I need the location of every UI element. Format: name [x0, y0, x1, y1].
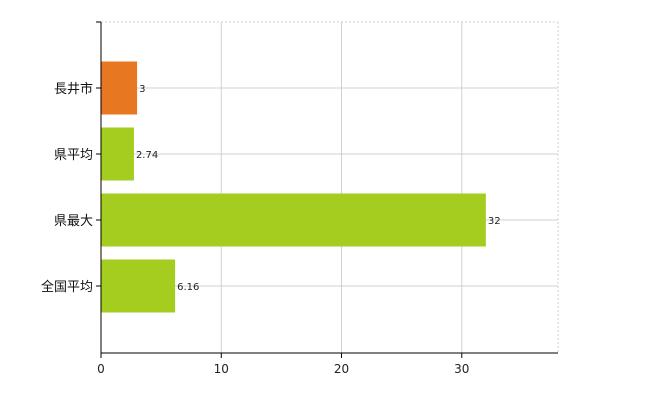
bar-0 [101, 61, 138, 115]
category-label-0: 長井市 [54, 81, 93, 97]
data-label-2: 32 [488, 216, 501, 227]
category-label-1: 県平均 [54, 148, 93, 163]
bar-1 [101, 127, 134, 181]
x-axis-ticks: 0 10 20 30 [97, 353, 469, 376]
category-label-3: 全国平均 [41, 279, 93, 295]
bar-2 [101, 193, 486, 247]
bar-3 [101, 259, 176, 313]
data-labels: 3 2.74 32 6.16 [136, 84, 501, 293]
category-label-2: 県最大 [54, 214, 93, 229]
bars [101, 61, 486, 313]
axes [96, 21, 558, 354]
x-tick-label-1: 10 [214, 362, 229, 376]
data-label-0: 3 [139, 84, 145, 95]
x-tick-label-3: 30 [454, 362, 469, 376]
data-label-1: 2.74 [136, 150, 158, 161]
data-label-3: 6.16 [177, 282, 199, 293]
x-tick-label-0: 0 [97, 362, 105, 376]
x-tick-label-2: 20 [334, 362, 349, 376]
